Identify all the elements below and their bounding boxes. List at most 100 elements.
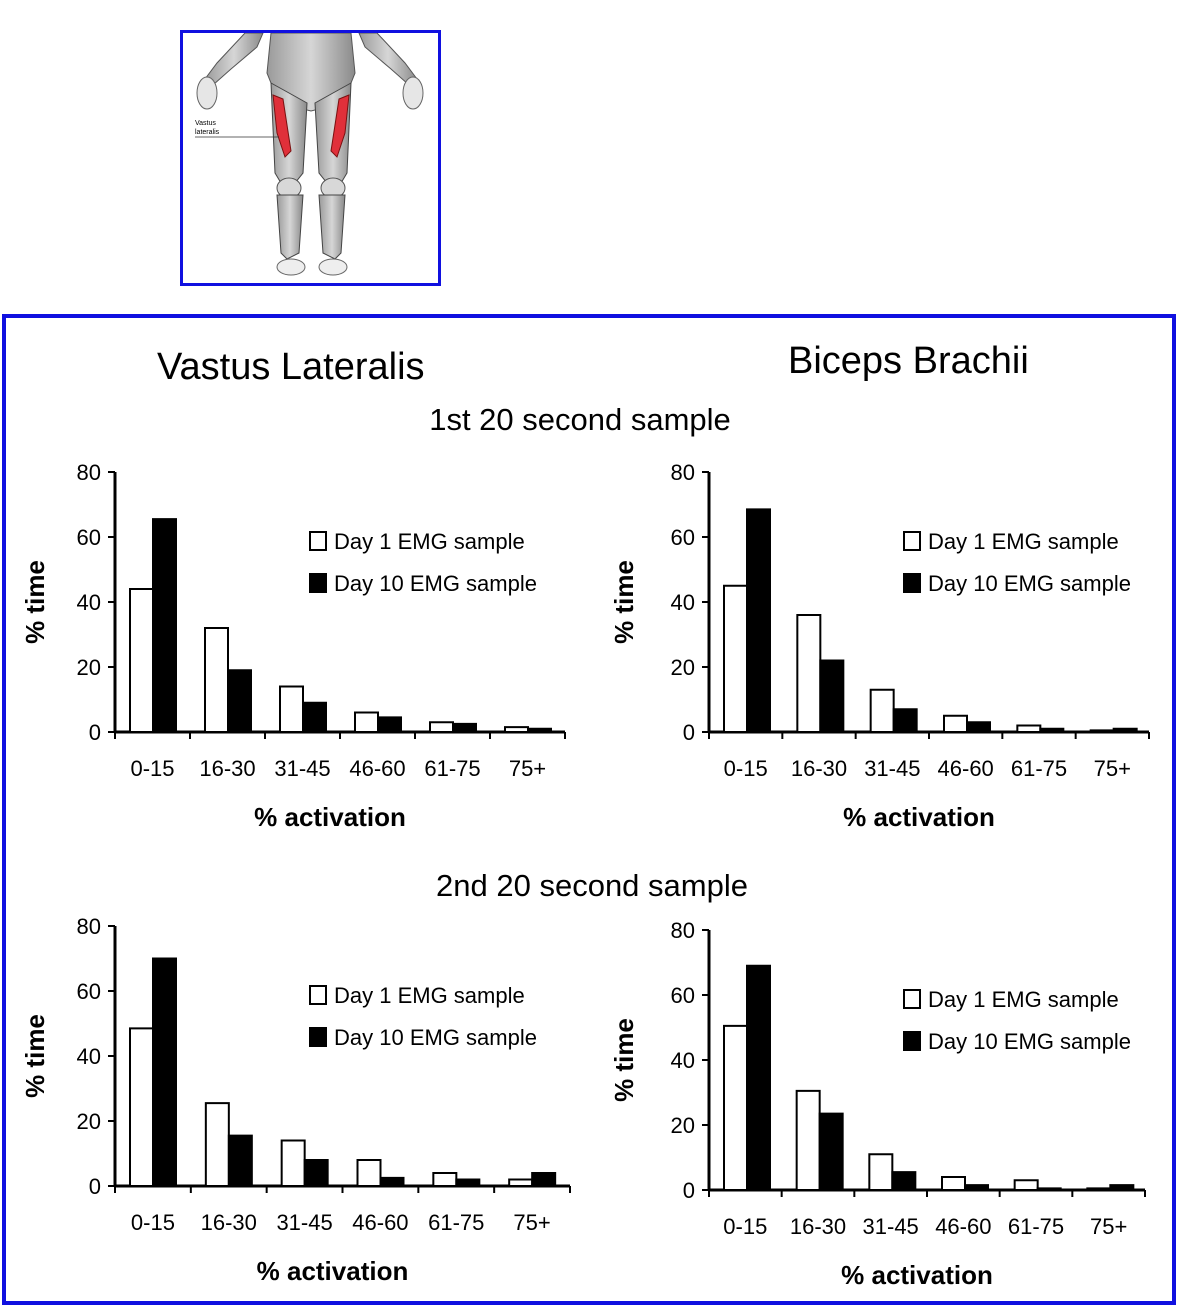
bar-day1 [943,714,968,733]
y-axis-title: % time [20,560,50,644]
bar-day1 [723,1024,748,1191]
bar-day10 [891,1171,917,1191]
bar-day1 [508,1178,534,1187]
bar-day1 [1016,724,1042,733]
legend-label-day1: Day 1 EMG sample [334,529,525,554]
bar-day10 [1039,727,1065,733]
y-tick-label: 0 [683,720,695,745]
x-category-label: 0-15 [131,1210,175,1235]
bar-day10 [1109,1184,1135,1191]
legend-swatch-day10 [903,1031,921,1051]
bar-day1 [356,1159,382,1187]
bar-day1 [795,1089,821,1191]
x-category-label: 46-60 [352,1210,408,1235]
y-tick-label: 40 [671,1048,695,1073]
anatomy-label-line1: Vastus [195,120,216,127]
bar-day10 [302,701,327,733]
y-axis-title: % time [20,1014,50,1098]
x-category-label: 61-75 [1008,1214,1064,1239]
y-tick-label: 40 [671,590,695,615]
x-category-label: 75+ [509,756,546,781]
bar-day10 [966,721,991,733]
bar-day10 [227,669,252,733]
bar-day10 [377,716,402,733]
y-axis-title: % time [609,1018,639,1102]
x-category-label: 0-15 [723,1214,767,1239]
legend-swatch-day10 [309,573,327,593]
bar-day1 [279,685,304,733]
legend-swatch-day1 [903,989,921,1009]
legend-label-day1: Day 1 EMG sample [334,983,525,1008]
anatomy-label-line2: lateralis [195,129,220,136]
y-tick-label: 20 [671,1113,695,1138]
bar-day1 [869,688,895,733]
bar-day10 [303,1159,329,1187]
sample-title-2: 2nd 20 second sample [436,868,748,903]
bar-day10 [379,1176,405,1187]
column-title-biceps: Biceps Brachii [788,340,1029,382]
bar-day1 [941,1176,966,1191]
y-tick-label: 0 [89,720,101,745]
y-tick-label: 0 [89,1174,101,1199]
bar-day1 [1086,1187,1112,1191]
y-tick-label: 60 [77,979,101,1004]
legend-swatch-day1 [309,985,327,1005]
bar-day10 [455,1178,481,1187]
legend-swatch-day1 [309,531,327,551]
x-axis-title: % activation [841,1260,993,1290]
legend-label-day1: Day 1 EMG sample [928,987,1119,1012]
x-category-label: 31-45 [274,756,330,781]
bar-day1 [432,1172,458,1187]
x-category-label: 75+ [1094,756,1131,781]
y-tick-label: 80 [77,460,101,485]
bar-day1 [868,1153,894,1191]
y-axis-title: % time [609,560,639,644]
bar-day10 [746,964,771,1191]
x-category-label: 0-15 [724,756,768,781]
bar-chart-vastus-sample-1: 0 20 40 60 80 0-15 16-30 31-45 46-60 61-75 75+ % ac… [20,460,566,832]
bar-day10 [227,1134,253,1187]
leg-muscle-drawing: Vastus lateralis [195,33,424,276]
bar-day10 [746,508,771,733]
bar-day1 [204,1102,230,1187]
anatomy-illustration: Vastus lateralis [180,30,441,286]
bar-day1 [354,711,379,733]
x-category-label: 61-75 [428,1210,484,1235]
legend-label-day10: Day 10 EMG sample [334,1025,537,1050]
bar-day10 [531,1172,557,1187]
y-tick-label: 20 [77,1109,101,1134]
y-tick-label: 80 [671,918,695,943]
y-tick-label: 60 [671,983,695,1008]
x-category-label: 46-60 [349,756,405,781]
x-axis-title: % activation [257,1256,409,1286]
bar-day10 [892,708,918,733]
y-tick-label: 0 [683,1178,695,1203]
bar-chart-biceps-sample-1: 0 20 40 60 80 0-15 16-30 31-45 46-60 61-75 75+ % ac… [609,460,1150,832]
legend-label-day10: Day 10 EMG sample [334,571,537,596]
vastus-lateralis-highlight [272,94,292,158]
legend-swatch-day10 [903,573,921,593]
bar-day10 [819,659,845,733]
y-tick-label: 80 [77,914,101,939]
y-tick-label: 60 [77,525,101,550]
bar-day10 [964,1184,989,1191]
x-category-label: 16-30 [199,756,255,781]
bar-day1 [204,627,229,733]
x-axis-title: % activation [254,802,406,832]
bar-day1 [129,588,154,733]
legend-swatch-day10 [309,1027,327,1047]
bar-day10 [152,957,177,1187]
x-category-label: 61-75 [424,756,480,781]
x-category-label: 31-45 [863,1214,919,1239]
x-category-label: 31-45 [864,756,920,781]
x-category-label: 16-30 [791,756,847,781]
y-tick-label: 20 [671,655,695,680]
y-tick-label: 20 [77,655,101,680]
x-category-label: 46-60 [938,756,994,781]
y-tick-label: 60 [671,525,695,550]
x-category-label: 16-30 [790,1214,846,1239]
column-title-vastus: Vastus Lateralis [157,346,425,388]
legend-label-day1: Day 1 EMG sample [928,529,1119,554]
bar-day10 [1112,727,1138,733]
x-category-label: 75+ [1090,1214,1127,1239]
